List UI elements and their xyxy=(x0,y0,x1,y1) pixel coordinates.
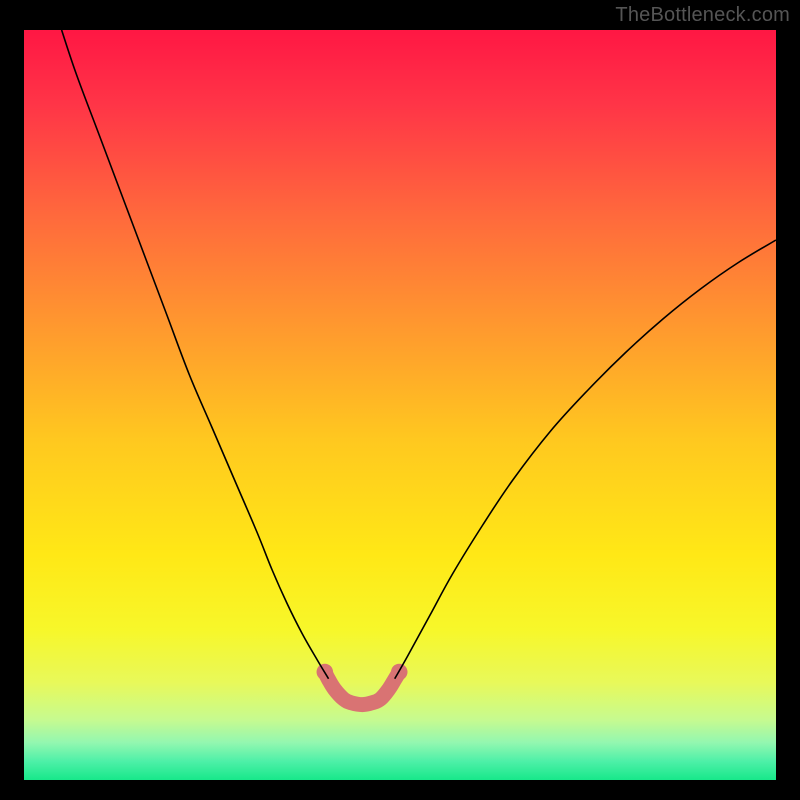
bottleneck-chart xyxy=(24,30,776,780)
plot-area xyxy=(24,30,776,780)
watermark-text: TheBottleneck.com xyxy=(615,4,790,27)
